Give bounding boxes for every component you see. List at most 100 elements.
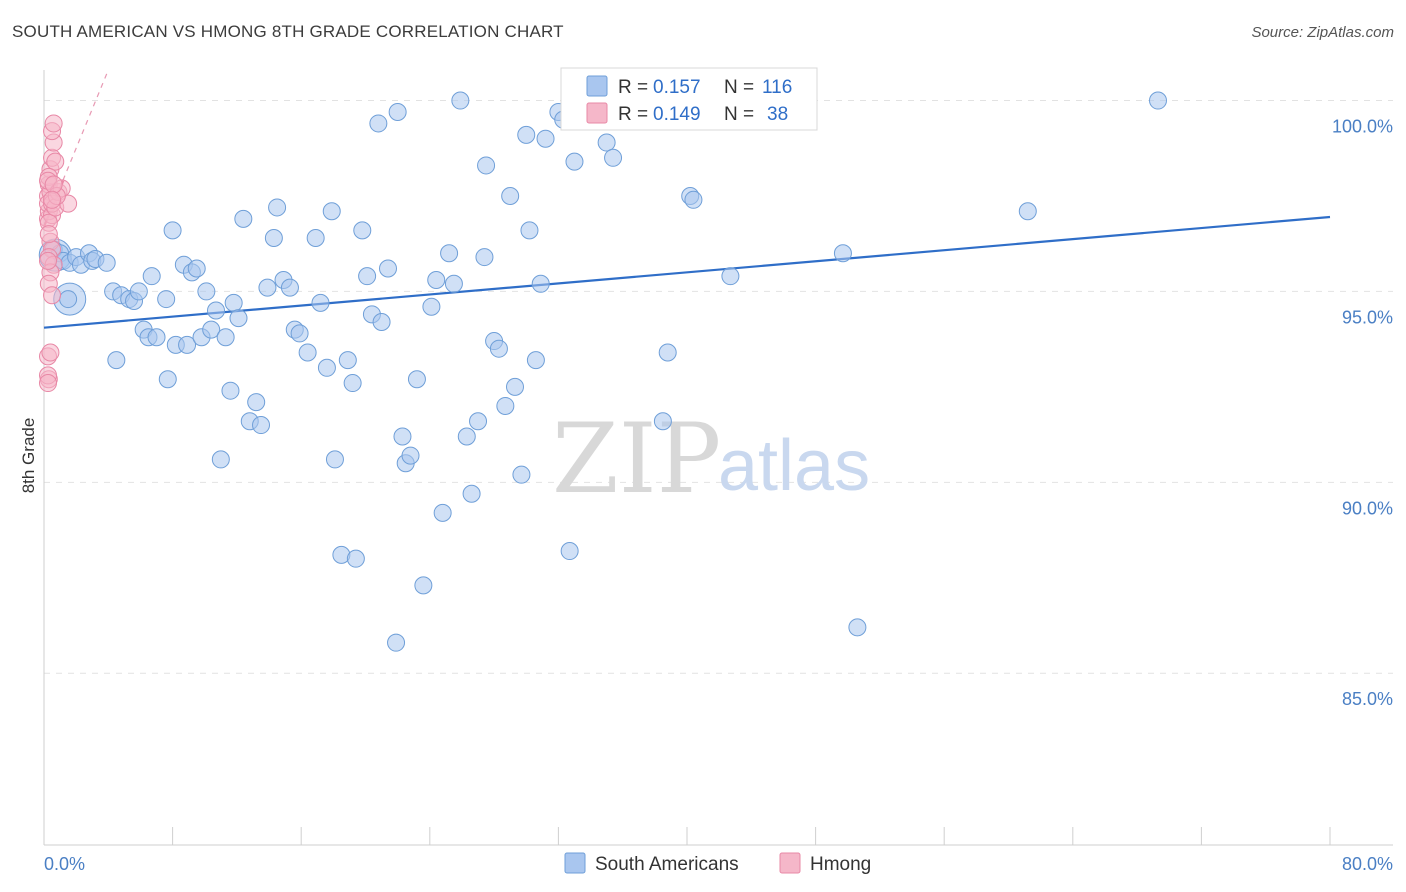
- south-americans-point: [393, 427, 412, 446]
- y-tick-labels: 85.0% 90.0% 95.0% 100.0%: [1332, 117, 1393, 710]
- south-americans-point: [353, 221, 372, 240]
- south-americans-point: [597, 133, 616, 152]
- legend-n-label-2: N =: [724, 104, 754, 125]
- south-americans-point: [207, 301, 226, 320]
- bottom-legend-label-hmong: Hmong: [810, 854, 871, 875]
- legend-r-value-1: 0.157: [653, 77, 701, 98]
- hmong-point: [39, 374, 57, 393]
- hmong-point: [43, 190, 62, 209]
- south-americans-point: [97, 253, 116, 272]
- watermark-zip: ZIP: [552, 403, 721, 515]
- south-americans-point: [268, 198, 287, 217]
- south-americans-point: [178, 335, 197, 354]
- south-americans-point: [489, 339, 508, 358]
- south-americans-point: [451, 91, 470, 110]
- south-americans-point: [1148, 91, 1167, 110]
- south-americans-point: [317, 358, 336, 377]
- south-americans-point: [520, 221, 539, 240]
- watermark-atlas: atlas: [718, 426, 870, 506]
- hmong-point: [43, 286, 62, 305]
- bottom-legend-label-south-americans: South Americans: [595, 854, 739, 875]
- south-americans-point: [444, 274, 463, 293]
- watermark: ZIP atlas: [552, 403, 870, 515]
- y-axis-label: 8th Grade: [19, 418, 38, 494]
- south-americans-point: [517, 125, 536, 144]
- hmong-point: [39, 251, 57, 270]
- south-americans-point: [197, 282, 216, 301]
- south-americans-point: [496, 396, 515, 415]
- x-tick-labels: 0.0% 80.0%: [44, 854, 1393, 874]
- south-americans-point: [833, 244, 852, 263]
- trend-dash-1: [43, 69, 109, 227]
- hmong-point: [39, 225, 58, 244]
- south-americans-point: [306, 228, 325, 247]
- source-label: Source: ZipAtlas.com: [1251, 24, 1394, 41]
- south-americans-point: [346, 549, 365, 568]
- south-americans-point: [462, 484, 481, 503]
- trend-line-0: [43, 215, 1331, 329]
- south-americans-point: [229, 309, 248, 328]
- south-americans-point: [536, 129, 555, 148]
- south-americans-point: [388, 102, 407, 121]
- south-americans-point: [372, 312, 391, 331]
- south-americans-point: [338, 351, 357, 370]
- legend-n-value-1: 116: [762, 77, 792, 98]
- south-americans-point: [264, 228, 283, 247]
- legend-n-label-1: N =: [724, 77, 754, 98]
- y-tick-label-95: 95.0%: [1342, 307, 1393, 327]
- chart-title: SOUTH AMERICAN VS HMONG 8TH GRADE CORREL…: [12, 22, 564, 41]
- south-americans-point: [604, 148, 623, 167]
- south-americans-point: [107, 351, 126, 370]
- south-americans-point: [59, 290, 78, 309]
- south-americans-point: [433, 503, 452, 522]
- south-americans-point: [202, 320, 221, 339]
- legend-r-label-1: R =: [618, 77, 648, 98]
- south-americans-point: [653, 412, 672, 431]
- south-americans-point: [280, 278, 299, 297]
- south-americans-point: [325, 450, 344, 469]
- y-tick-label-90: 90.0%: [1342, 498, 1393, 518]
- south-americans-point: [440, 244, 459, 263]
- south-americans-point: [216, 328, 235, 347]
- south-americans-point: [505, 377, 524, 396]
- south-americans-point: [565, 152, 584, 171]
- south-americans-point: [234, 209, 253, 228]
- south-americans-point: [343, 374, 362, 393]
- south-americans-point: [560, 542, 579, 561]
- south-americans-point: [157, 290, 176, 309]
- south-americans-point: [129, 282, 148, 301]
- south-americans-point: [379, 259, 398, 278]
- legend-swatch-south-americans: [586, 75, 608, 97]
- south-americans-point: [469, 412, 488, 431]
- legend-r-label-2: R =: [618, 104, 648, 125]
- south-americans-point: [358, 267, 377, 286]
- data-points: [38, 91, 1167, 652]
- bottom-legend: South Americans Hmong: [564, 852, 871, 875]
- bottom-legend-swatch-hmong: [779, 852, 801, 874]
- legend-swatch-hmong: [586, 102, 608, 124]
- south-americans-point: [414, 576, 433, 595]
- x-tick-label-min: 0.0%: [44, 854, 85, 874]
- south-americans-point: [684, 190, 703, 209]
- south-americans-point: [187, 259, 206, 278]
- south-americans-point: [221, 381, 240, 400]
- south-americans-point: [1018, 202, 1037, 221]
- south-americans-point: [526, 351, 545, 370]
- south-americans-point: [258, 278, 277, 297]
- bottom-legend-swatch-south-americans: [564, 852, 586, 874]
- y-tick-label-85: 85.0%: [1342, 689, 1393, 709]
- south-americans-point: [477, 156, 496, 175]
- south-americans-point: [422, 297, 441, 316]
- south-americans-point: [401, 446, 420, 465]
- legend: R = 0.157 N = 116 R = 0.149 N = 38: [560, 67, 818, 131]
- legend-r-value-2: 0.149: [653, 104, 701, 125]
- south-americans-point: [407, 370, 426, 389]
- south-americans-point: [721, 267, 740, 286]
- south-americans-point: [848, 618, 867, 637]
- south-americans-point: [531, 274, 550, 293]
- south-americans-point: [387, 633, 406, 652]
- south-americans-point: [475, 248, 494, 267]
- south-americans-point: [501, 186, 520, 205]
- grid-lines: [44, 100, 1393, 674]
